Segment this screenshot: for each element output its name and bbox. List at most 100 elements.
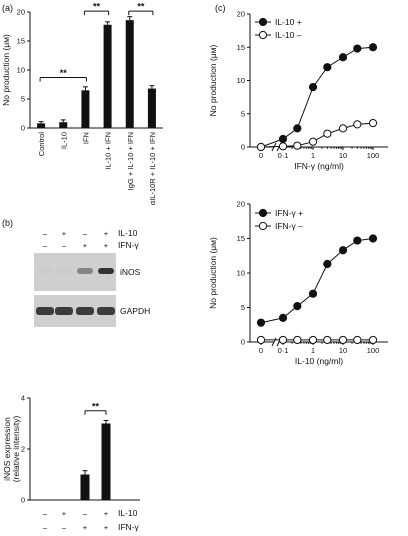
panel-label-a: (a)	[2, 3, 13, 13]
data-point-open	[353, 120, 362, 129]
x-category-label: Control	[37, 132, 46, 157]
data-point-open	[293, 335, 302, 345]
x-tick-label: 0	[259, 151, 263, 160]
bar	[125, 20, 134, 128]
band-inos	[77, 268, 93, 274]
y-tick-label: 4	[21, 394, 25, 403]
y-tick-label: 15	[237, 43, 245, 52]
y-axis-label: No production (μм)	[1, 34, 11, 106]
data-point-open	[338, 124, 348, 133]
row-label-il10: IL-10	[118, 228, 138, 238]
data-point-open	[368, 118, 378, 128]
data-point-filled	[278, 313, 288, 322]
y-tick-label: 0	[21, 124, 25, 133]
il10-sign: –	[43, 229, 48, 238]
y-tick-label: 10	[237, 76, 245, 85]
band-gapdh	[55, 307, 73, 315]
legend-marker	[258, 221, 268, 231]
data-point-filled	[323, 63, 332, 72]
x-tick-label: 0·1	[278, 151, 289, 160]
ifn-sign: +	[104, 523, 109, 532]
x-axis-label: IL-10 (ng/ml)	[295, 356, 343, 366]
x-tick-label: 100	[367, 151, 380, 160]
western-blot: – + – + IL-10 – – + + IFN-γ iNOS GAPDH	[34, 228, 150, 327]
data-point-open	[368, 335, 378, 345]
band-gapdh	[76, 307, 94, 315]
band-inos	[98, 268, 114, 274]
data-point-filled	[293, 124, 302, 133]
y-tick-label: 5	[241, 109, 245, 118]
panel-label-b: (b)	[2, 218, 13, 228]
legend-marker	[258, 17, 268, 27]
data-point-open	[278, 335, 288, 345]
ifn-sign: –	[43, 241, 48, 250]
bar	[147, 88, 156, 128]
data-point-open	[323, 335, 332, 345]
row-label-ifn: IFN-γ	[118, 522, 140, 532]
data-point-filled	[368, 43, 378, 52]
ifn-sign: –	[43, 523, 48, 532]
y-tick-label: 15	[17, 37, 25, 46]
bar	[59, 122, 68, 128]
significance-label: **	[60, 68, 68, 78]
y-tick-label: 5	[21, 95, 25, 104]
y-axis-label: No production (μм)	[208, 44, 218, 116]
x-category-label: IFN	[81, 132, 90, 144]
y-tick-label: 0	[241, 143, 245, 152]
band-inos	[56, 268, 72, 274]
y-tick-label: 10	[237, 269, 245, 278]
legend-label: IL-10 –	[275, 30, 302, 40]
data-point-open	[308, 137, 318, 146]
x-tick-label: 100	[367, 346, 380, 355]
y-tick-label: 0	[241, 338, 245, 347]
bar	[103, 24, 112, 128]
band-inos	[37, 268, 53, 274]
significance-label: **	[92, 401, 100, 411]
series-line	[260, 46, 374, 148]
x-category-label: IL-10 + IFN	[104, 132, 113, 170]
x-tick-label: 1	[311, 151, 315, 160]
band-gapdh	[97, 307, 115, 315]
legend-label: IFN-γ –	[275, 221, 303, 231]
ifn-sign: +	[83, 241, 88, 250]
x-category-label: IL-10	[59, 132, 68, 149]
y-tick-label: 20	[237, 10, 245, 19]
data-point-filled	[338, 53, 348, 62]
data-point-filled	[278, 134, 288, 144]
bar	[80, 474, 90, 500]
significance-label: **	[93, 2, 101, 12]
il10-sign: –	[83, 229, 88, 238]
x-axis-label: IFN-γ (ng/ml)	[294, 161, 344, 171]
data-point-filled	[368, 234, 378, 243]
significance-bracket: **	[84, 401, 107, 415]
band-label-gapdh: GAPDH	[120, 306, 150, 316]
x-tick-label: 10	[339, 346, 347, 355]
data-point-filled	[256, 318, 266, 327]
legend-marker	[258, 208, 268, 218]
chart-c-top-line: 0 5 10 15 20 No production (μм) 0 0·1 1 10 100 IFN-…	[208, 10, 388, 171]
data-point-open	[308, 335, 318, 345]
significance-bracket: **	[128, 2, 154, 16]
bar	[101, 423, 111, 500]
data-point-open	[278, 142, 288, 151]
y-tick-label: 20	[17, 8, 25, 17]
ifn-sign: –	[62, 241, 67, 250]
il10-sign: +	[104, 509, 109, 518]
data-point-open	[293, 141, 302, 150]
y-tick-label: 20	[237, 200, 245, 209]
row-label-ifn: IFN-γ	[118, 240, 140, 250]
y-tick-label: 10	[17, 66, 25, 75]
significance-label: **	[137, 2, 145, 12]
ifn-sign: –	[62, 523, 67, 532]
y-tick-label: 5	[241, 303, 245, 312]
series-line	[260, 238, 374, 324]
data-point-filled	[353, 236, 362, 245]
axis-break-mark	[271, 337, 277, 347]
y-axis-label-sub: (relative intensity)	[11, 416, 21, 483]
data-point-filled	[308, 289, 318, 298]
y-axis-label: No production (μм)	[208, 237, 218, 309]
y-tick-label: 15	[237, 234, 245, 243]
band-label-inos: iNOS	[120, 267, 141, 277]
il10-sign: –	[83, 509, 88, 518]
